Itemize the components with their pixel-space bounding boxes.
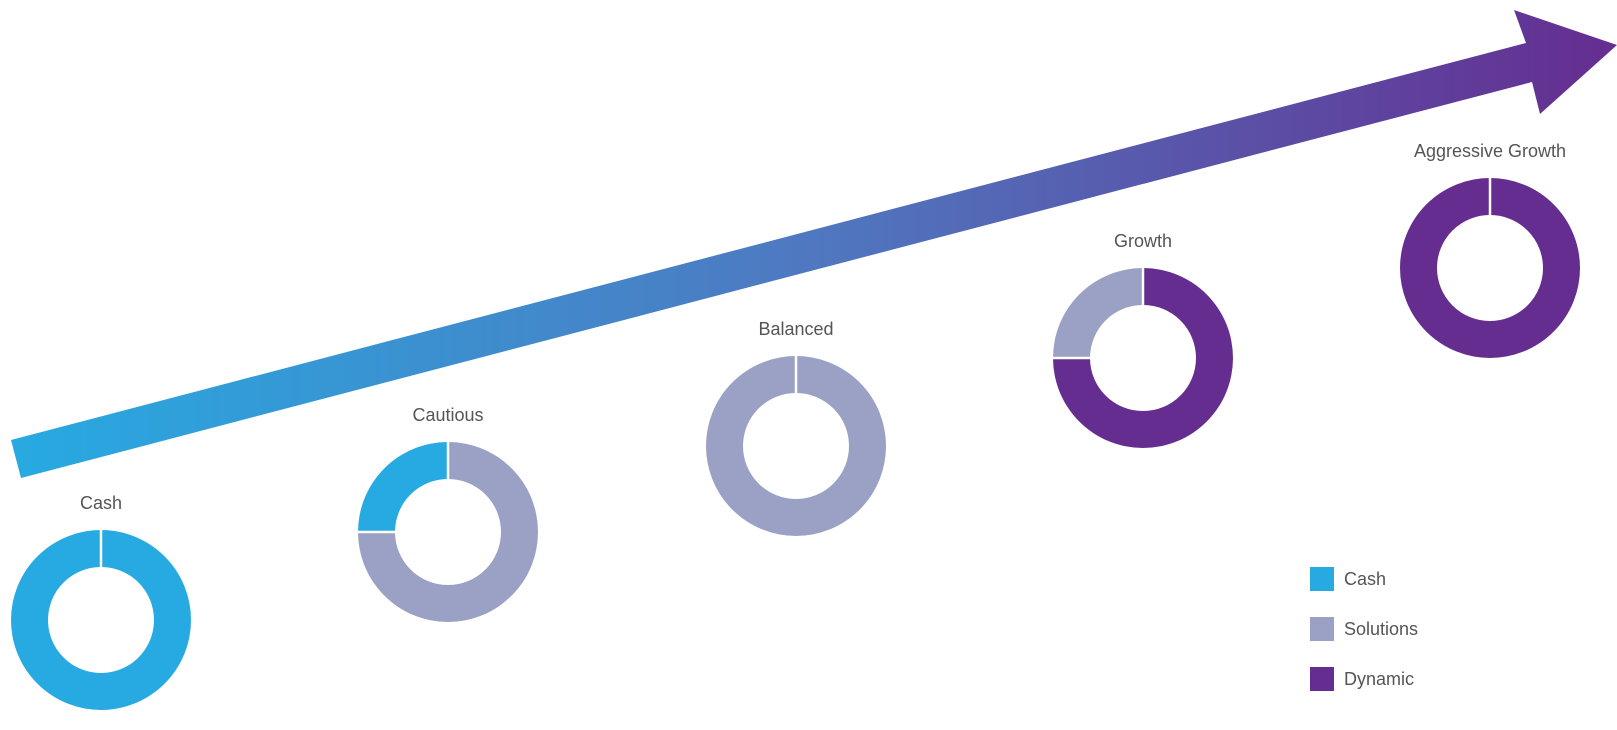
donut-label-balanced: Balanced: [758, 319, 833, 339]
legend-label: Dynamic: [1344, 668, 1415, 689]
legend-swatch-cash: [1310, 567, 1334, 591]
donut-label-cautious: Cautious: [412, 405, 483, 425]
legend-item-dynamic: Dynamic: [1310, 666, 1414, 692]
donut-slice-growth-solutions: [1053, 268, 1143, 358]
donut-charts-group: Cash Cautious Balanced Growth Aggressive Gro…: [11, 141, 1580, 710]
legend-label: Cash: [1344, 568, 1387, 589]
donut-slice-balanced-solutions: [706, 356, 886, 536]
donut-label-cash: Cash: [80, 493, 122, 513]
donut-slice-cautious-cash: [358, 442, 448, 532]
legend-swatch-solutions: [1310, 617, 1334, 641]
legend-label: Solutions: [1344, 618, 1419, 639]
legend-item-solutions: Solutions: [1310, 616, 1418, 642]
legend-item-cash: Cash: [1310, 566, 1386, 592]
donut-cash: Cash: [11, 493, 191, 710]
donut-label-aggressive-growth: Aggressive Growth: [1414, 141, 1566, 161]
donut-slice-growth-dynamic: [1053, 268, 1233, 448]
donut-balanced: Balanced: [706, 319, 886, 536]
donut-aggressive-growth: Aggressive Growth: [1400, 141, 1580, 358]
progress-arrow: [11, 10, 1617, 478]
donut-slice-cautious-solutions: [358, 442, 538, 622]
donut-slice-aggressive-growth-dynamic: [1400, 178, 1580, 358]
legend-swatch-dynamic: [1310, 667, 1334, 691]
donut-growth: Growth: [1052, 231, 1233, 448]
donut-cautious: Cautious: [357, 405, 538, 622]
donut-label-growth: Growth: [1114, 231, 1172, 251]
donut-slice-cash-cash: [11, 530, 191, 710]
